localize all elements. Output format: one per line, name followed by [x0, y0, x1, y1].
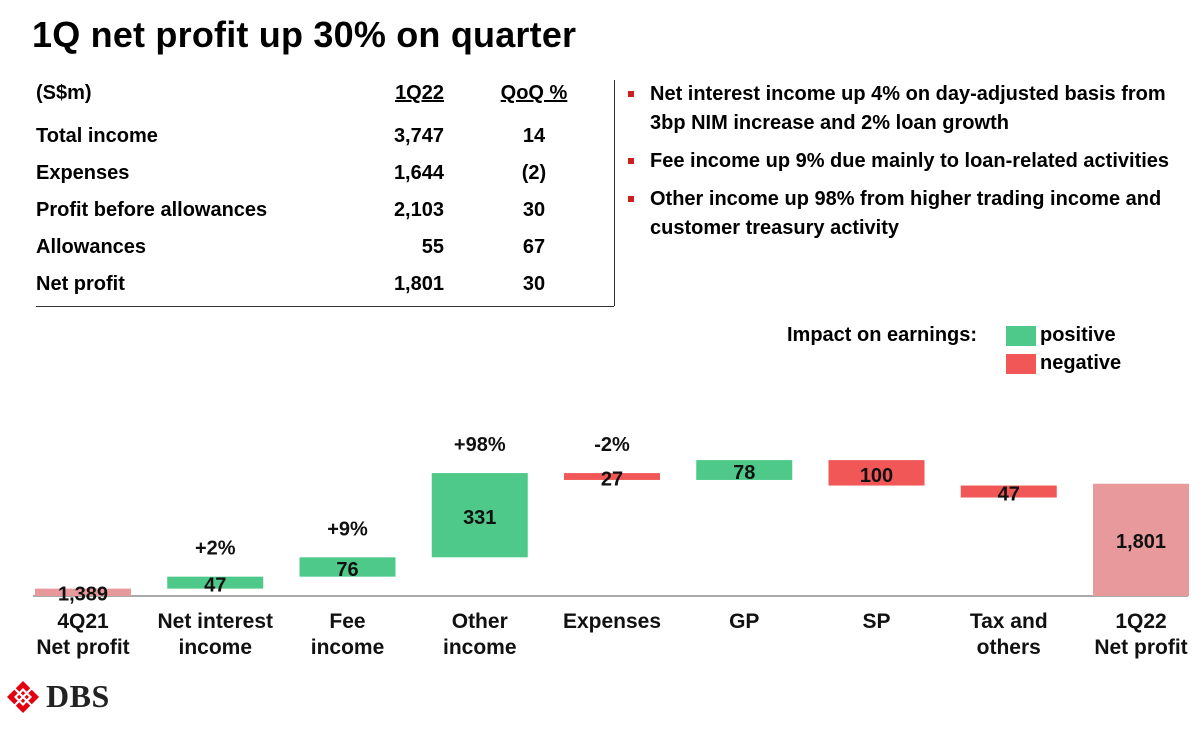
bar-change-annotation: +9% — [327, 518, 368, 540]
highlights-list: Net interest income up 4% on day-adjuste… — [626, 80, 1196, 252]
row-change: 30 — [522, 273, 546, 295]
row-value: 1,644 — [393, 162, 444, 184]
bar-value-label: 27 — [601, 469, 623, 491]
bar-change-annotation: -2% — [594, 434, 630, 456]
bar-change-annotation: +98% — [454, 434, 506, 456]
bar-value-label: 76 — [336, 559, 358, 581]
table-row: Profit before allowances 2,103 30 — [36, 199, 596, 231]
table-header-period: 1Q22 — [395, 82, 444, 104]
row-change: 14 — [522, 125, 546, 147]
row-value: 55 — [421, 236, 444, 258]
row-label: Profit before allowances — [36, 199, 268, 221]
x-tick-label: Expenses — [563, 610, 661, 633]
x-tick-label: Other — [452, 610, 508, 633]
row-label: Expenses — [36, 162, 130, 184]
waterfall-bar — [167, 576, 264, 589]
row-value: 3,747 — [393, 125, 444, 147]
x-tick-label: income — [311, 636, 385, 659]
table-header-units: (S$m) — [36, 82, 92, 104]
legend-swatch-negative — [1006, 354, 1036, 374]
table-row: Expenses 1,644 (2) — [36, 162, 596, 194]
dbs-logo: DBS — [6, 676, 136, 716]
bar-change-annotation: +2% — [195, 538, 236, 560]
bar-value-label: 100 — [860, 465, 893, 487]
waterfall-bar — [1093, 483, 1189, 596]
row-label: Allowances — [36, 236, 147, 258]
x-tick-label: Fee — [329, 610, 365, 633]
waterfall-bar — [431, 473, 528, 558]
divider-vertical — [614, 80, 615, 306]
row-label: Total income — [36, 125, 158, 147]
highlight-text: Other income up 98% from higher trading … — [650, 188, 1162, 239]
row-label: Net profit — [36, 273, 125, 295]
bar-value-label: 1,389 — [58, 583, 108, 605]
highlight-item: Other income up 98% from higher trading … — [626, 185, 1196, 243]
bar-value-label: 47 — [204, 575, 226, 597]
x-tick-label: Net profit — [36, 636, 129, 659]
row-value: 1,801 — [393, 273, 444, 295]
row-value: 2,103 — [393, 199, 444, 221]
row-change: 30 — [522, 199, 546, 221]
x-tick-label: 4Q21 — [57, 610, 109, 633]
waterfall-bar — [696, 460, 793, 480]
x-tick-label: income — [443, 636, 517, 659]
dbs-logo-text: DBS — [46, 678, 110, 714]
table-row: Allowances 55 67 — [36, 236, 596, 268]
x-tick-label: Tax and — [970, 610, 1048, 633]
bar-value-label: 1,801 — [1116, 531, 1166, 553]
dbs-logo-icon — [7, 681, 39, 713]
bullet-square-icon — [628, 91, 634, 97]
bullet-square-icon — [628, 158, 634, 164]
highlight-text: Net interest income up 4% on day-adjuste… — [650, 83, 1166, 134]
waterfall-bar — [299, 557, 396, 577]
waterfall-bar — [960, 485, 1057, 498]
x-tick-label: 1Q22 — [1115, 610, 1166, 633]
divider-horizontal — [36, 306, 614, 307]
page-title: 1Q net profit up 30% on quarter — [32, 14, 577, 55]
x-tick-label: Net profit — [1094, 636, 1187, 659]
x-tick-label: Net interest — [157, 610, 273, 633]
legend-swatch-positive — [1006, 326, 1036, 346]
legend-label-positive: positive — [1040, 324, 1116, 346]
waterfall-bar — [828, 460, 925, 486]
x-tick-label: others — [977, 636, 1041, 659]
row-change: (2) — [521, 162, 547, 184]
highlight-item: Net interest income up 4% on day-adjuste… — [626, 80, 1196, 138]
bar-value-label: 78 — [733, 462, 755, 484]
waterfall-bar — [564, 473, 660, 480]
x-tick-label: income — [178, 636, 252, 659]
table-row: Total income 3,747 14 — [36, 125, 596, 157]
table-header-change: QoQ % — [500, 82, 568, 104]
bar-value-label: 331 — [463, 507, 496, 529]
waterfall-bar — [35, 588, 131, 596]
table-row: Net profit 1,801 30 — [36, 273, 596, 305]
highlight-item: Fee income up 9% due mainly to loan-rela… — [626, 147, 1196, 176]
row-change: 67 — [522, 236, 546, 258]
x-tick-label: GP — [729, 610, 759, 633]
legend-title: Impact on earnings: — [787, 324, 978, 346]
bar-value-label: 47 — [998, 484, 1020, 506]
bullet-square-icon — [628, 196, 634, 202]
table-header: (S$m) 1Q22 QoQ % — [36, 82, 596, 114]
legend-label-negative: negative — [1040, 352, 1122, 374]
x-tick-label: SP — [862, 610, 890, 633]
highlight-text: Fee income up 9% due mainly to loan-rela… — [650, 150, 1170, 172]
